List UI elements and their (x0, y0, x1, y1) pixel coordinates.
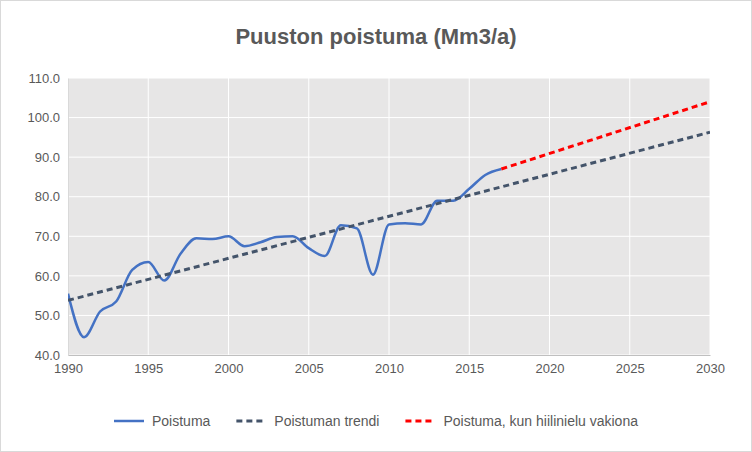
y-tick-label: 110.0 (28, 71, 60, 86)
y-tick: 90.0 (35, 150, 68, 165)
series-group (68, 102, 710, 337)
x-tick-label: 2020 (536, 361, 565, 376)
x-grid-line (308, 78, 309, 355)
x-tick: 2010 (375, 355, 404, 376)
y-axis-line (68, 79, 69, 356)
y-tick-label: 100.0 (27, 110, 60, 125)
legend-label: Poistuman trendi (274, 413, 379, 429)
x-tick-label: 1990 (54, 361, 83, 376)
y-tick-label: 90.0 (35, 150, 60, 165)
grid (68, 78, 710, 355)
x-grid-line (68, 78, 69, 355)
x-tick-label: 2030 (696, 361, 725, 376)
y-tick-label: 80.0 (35, 189, 60, 204)
x-tick: 2030 (696, 355, 725, 376)
y-tick: 50.0 (35, 308, 68, 323)
plot-area (68, 78, 710, 355)
chart-border (1, 1, 752, 452)
x-axis: 1990 1995 2000 2005 2010 2015 2020 2025 2030 (54, 355, 725, 376)
legend-swatch (405, 420, 435, 423)
series-line (68, 132, 710, 300)
series-line (68, 169, 501, 337)
legend: Poistuma Poistuman trendi Poistuma, kun hi… (114, 413, 638, 429)
legend-label: Poistuma (152, 413, 211, 429)
title: Puuston poistuma (Mm3/a) (235, 24, 516, 49)
x-tick: 1990 (54, 355, 83, 376)
y-tick-label: 70.0 (35, 229, 60, 244)
y-tick: 100.0 (27, 110, 68, 125)
x-grid-line (469, 78, 470, 355)
legend-swatch (236, 420, 266, 423)
x-tick: 2025 (616, 355, 645, 376)
x-axis-line (69, 355, 711, 356)
legend-label: Poistuma, kun hiilinielu vakiona (443, 413, 638, 429)
x-tick-label: 2025 (616, 361, 645, 376)
legend-swatch (114, 420, 144, 423)
x-tick: 2000 (215, 355, 244, 376)
x-tick: 2020 (536, 355, 565, 376)
x-tick-label: 1995 (134, 361, 163, 376)
x-tick-label: 2000 (215, 361, 244, 376)
y-tick: 80.0 (35, 189, 68, 204)
y-tick-label: 50.0 (35, 308, 60, 323)
x-grid-line (228, 78, 229, 355)
chart: 40.050.060.070.080.090.0100.0110.0199019… (0, 0, 752, 452)
x-tick-label: 2010 (375, 361, 404, 376)
x-tick: 2005 (295, 355, 324, 376)
x-tick: 2015 (455, 355, 484, 376)
x-tick: 1995 (134, 355, 163, 376)
x-grid-line (629, 78, 630, 355)
series-line (501, 102, 710, 169)
y-tick: 60.0 (35, 269, 68, 284)
y-tick-label: 60.0 (35, 269, 60, 284)
y-tick: 110.0 (28, 71, 68, 86)
x-tick-label: 2015 (455, 361, 484, 376)
x-grid-line (710, 78, 711, 355)
x-grid-line (148, 78, 149, 355)
y-tick: 70.0 (35, 229, 68, 244)
x-tick-label: 2005 (295, 361, 324, 376)
x-grid-line (549, 78, 550, 355)
y-axis: 40.050.060.070.080.090.0100.0110.0 (27, 71, 68, 363)
